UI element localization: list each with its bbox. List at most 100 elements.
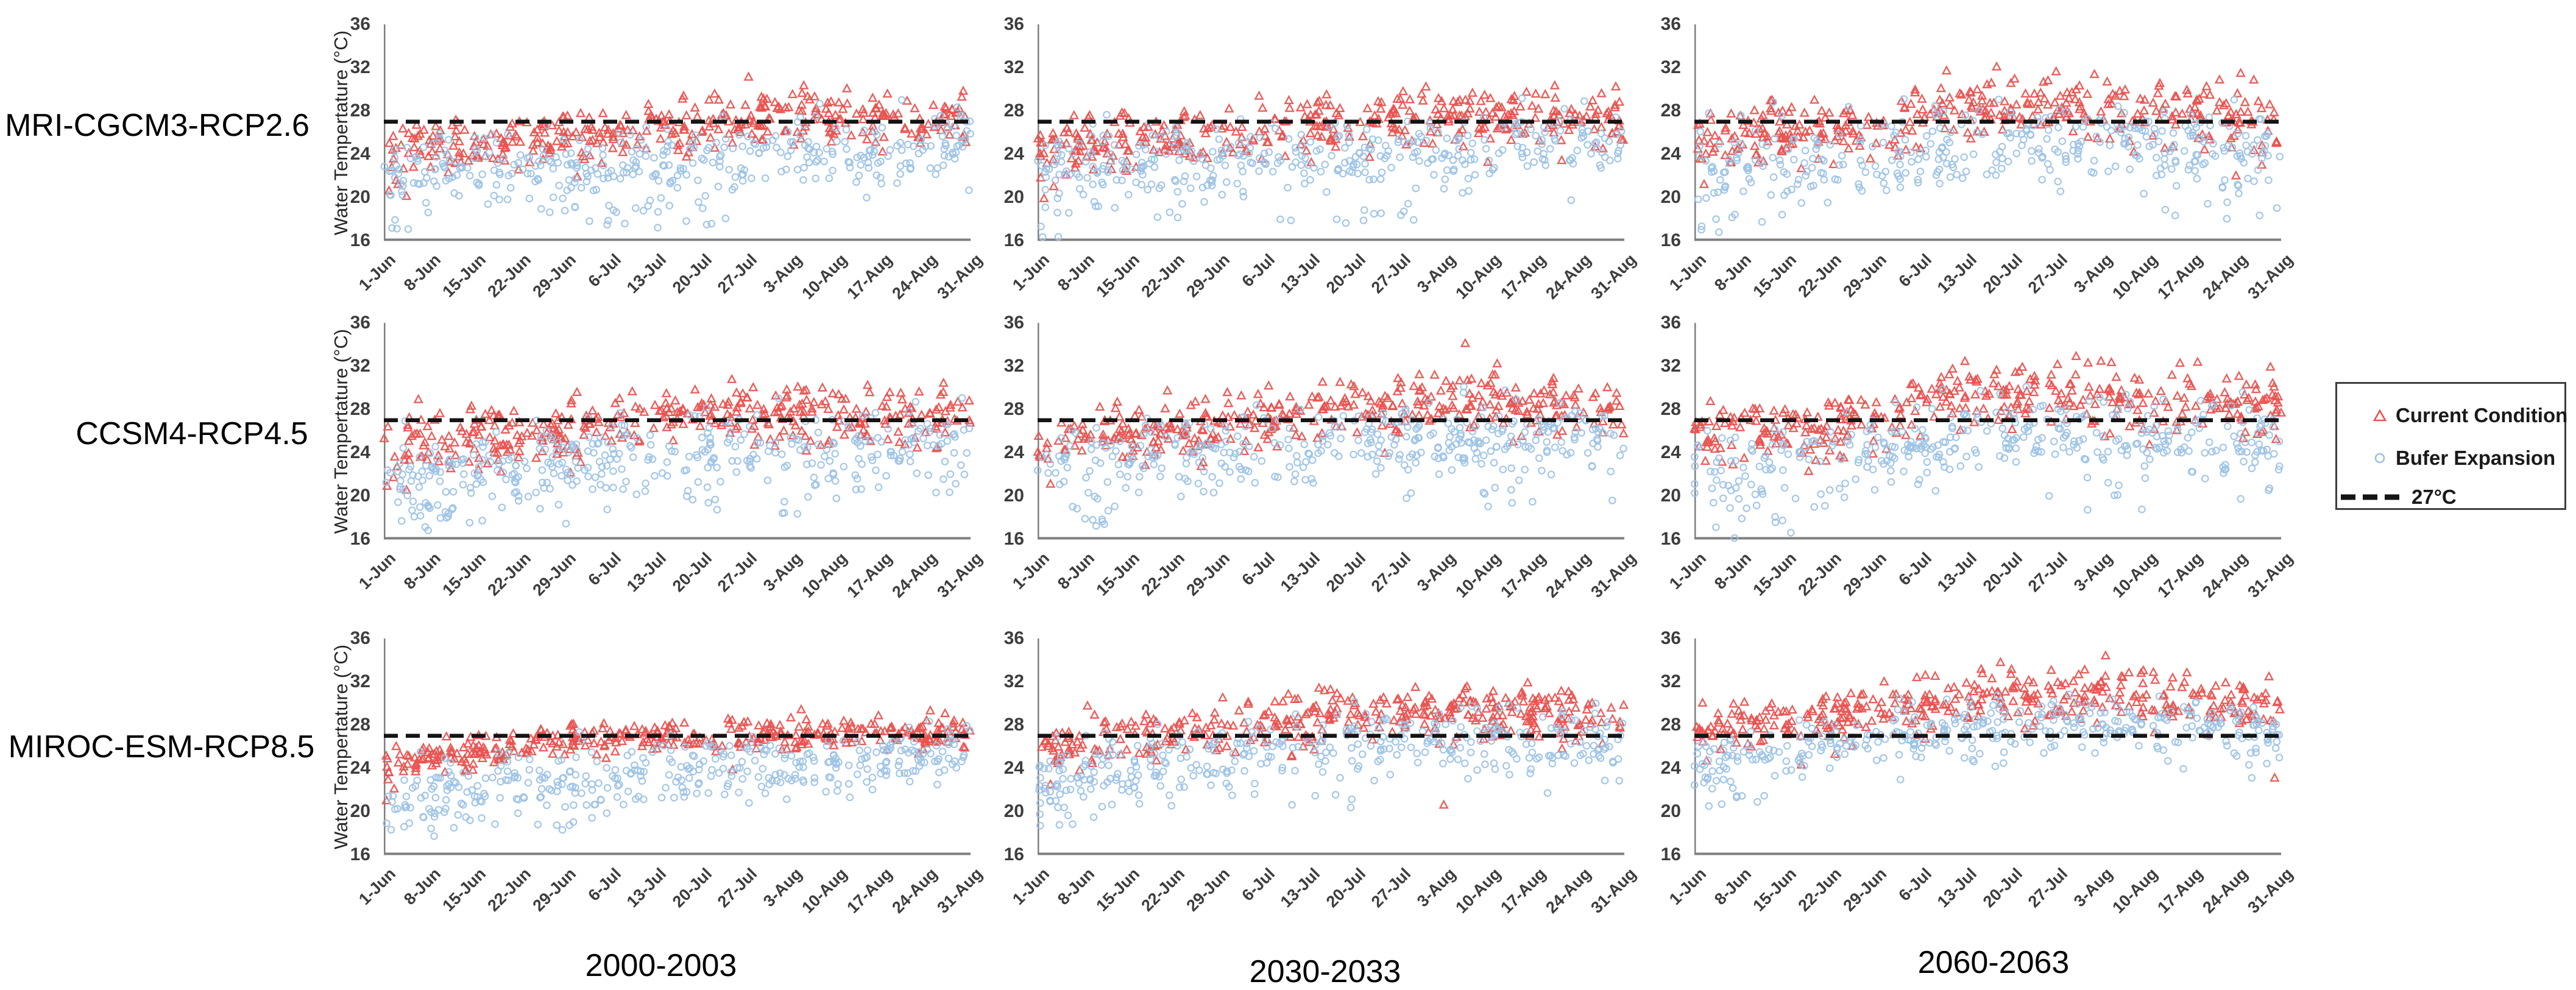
x-tick-label: 10-Aug <box>798 250 851 303</box>
x-tick-label: 17-Aug <box>843 864 896 917</box>
x-tick-label: 31-Aug <box>1587 549 1640 601</box>
x-tick-label: 13-Jul <box>1277 549 1324 596</box>
x-tick-label: 10-Aug <box>1452 549 1504 601</box>
y-tick-label: 16 <box>1003 529 1024 549</box>
y-tick-label: 20 <box>1003 486 1024 506</box>
x-tick-label: 22-Jun <box>1794 250 1845 301</box>
x-tick-label: 31-Aug <box>2244 864 2297 917</box>
x-tick-label: 13-Jul <box>1934 250 1981 297</box>
x-tick-label: 15-Jun <box>1092 549 1144 599</box>
series-current-condition <box>1033 338 1629 488</box>
x-tick-label: 10-Aug <box>1452 250 1504 303</box>
y-tick-label: 16 <box>1003 230 1024 250</box>
x-tick-label: 20-Jul <box>668 864 715 911</box>
x-tick-label: 15-Jun <box>439 864 490 915</box>
x-tick-label: 6-Jul <box>1238 864 1279 905</box>
y-tick-label: 24 <box>1660 144 1681 164</box>
y-tick-label: 20 <box>1660 187 1681 207</box>
y-tick-label: 16 <box>350 230 370 250</box>
x-tick-label: 27-Jul <box>1367 250 1414 297</box>
x-tick-label: 27-Jul <box>713 549 760 596</box>
col-label-2000-2003: 2000-2003 <box>585 948 737 983</box>
y-tick-label: 36 <box>350 628 370 648</box>
x-tick-label: 31-Aug <box>2244 250 2297 303</box>
series-bufer-expansion <box>1694 95 2284 236</box>
y-tick-label: 24 <box>1660 758 1681 778</box>
x-tick-label: 17-Aug <box>1497 864 1550 917</box>
x-tick-label: 31-Aug <box>1587 250 1640 303</box>
x-tick-label: 17-Aug <box>2154 864 2207 917</box>
x-tick-label: 8-Jun <box>1711 864 1755 909</box>
series-current-condition <box>1036 677 1629 809</box>
x-tick-label: 13-Jul <box>623 864 670 911</box>
x-tick-label: 1-Jun <box>1666 864 1710 909</box>
x-tick-label: 17-Aug <box>843 549 896 601</box>
x-tick-label: 6-Jul <box>584 250 625 291</box>
y-tick-label: 36 <box>1003 313 1024 333</box>
y-tick-label: 28 <box>1003 399 1024 419</box>
x-tick-label: 20-Jul <box>668 250 715 297</box>
axes-lines <box>1038 638 1624 855</box>
y-tick-label: 32 <box>1003 57 1024 77</box>
x-tick-label: 6-Jul <box>1238 250 1279 291</box>
x-tick-label: 22-Jun <box>1138 549 1189 599</box>
series-bufer-expansion <box>1034 94 1626 241</box>
x-tick-label: 15-Jun <box>1749 549 1800 599</box>
y-tick-label: 20 <box>1003 187 1024 207</box>
panel-ccsm4-rcp4-5-2000-2003 <box>379 323 975 540</box>
y-tick-label: 20 <box>350 486 370 506</box>
x-tick-label: 20-Jul <box>668 549 715 596</box>
y-tick-label: 28 <box>1660 101 1681 121</box>
x-tick-label: 15-Jun <box>1092 864 1144 915</box>
x-tick-label: 20-Jul <box>1979 250 2026 297</box>
x-tick-label: 10-Aug <box>798 549 851 601</box>
x-tick-label: 17-Aug <box>2154 549 2207 601</box>
axes-lines <box>1694 638 2281 855</box>
y-tick-label: 24 <box>1003 442 1024 462</box>
x-tick-label: 6-Jul <box>584 549 625 589</box>
x-tick-label: 13-Jul <box>623 250 670 297</box>
series-current-condition <box>1689 350 2287 475</box>
y-tick-label: 20 <box>350 801 370 821</box>
x-tick-label: 8-Jun <box>1054 864 1099 909</box>
y-tick-label: 32 <box>350 57 370 77</box>
axes-lines <box>384 24 971 241</box>
y-tick-label: 32 <box>350 356 370 376</box>
x-tick-label: 15-Jun <box>1092 250 1144 301</box>
y-tick-label: 20 <box>1660 486 1681 506</box>
legend-label-27c: 27°C <box>2411 486 2457 508</box>
axes-lines <box>384 638 971 855</box>
y-tick-label: 32 <box>1660 57 1681 77</box>
x-tick-label: 8-Jun <box>400 250 445 295</box>
x-tick-label: 20-Jul <box>1979 864 2026 911</box>
x-tick-label: 22-Jun <box>1138 864 1189 915</box>
series-current-condition <box>1691 650 2285 782</box>
axes-lines <box>1038 323 1624 540</box>
y-tick-label: 20 <box>350 187 370 207</box>
x-tick-label: 20-Jul <box>1322 549 1369 596</box>
y-tick-label: 32 <box>1660 356 1681 376</box>
x-tick-label: 27-Jul <box>1367 864 1414 911</box>
x-tick-label: 13-Jul <box>1934 864 1981 911</box>
y-tick-label: 36 <box>1003 14 1024 34</box>
series-bufer-expansion <box>1033 383 1627 530</box>
x-tick-label: 22-Jun <box>1794 549 1845 599</box>
legend-box: Current Condition Bufer Expansion 27°C <box>2335 382 2567 513</box>
x-tick-label: 29-Jun <box>529 549 580 599</box>
legend-item-27c: 27°C <box>2340 481 2457 513</box>
x-tick-label: 29-Jun <box>1839 549 1891 599</box>
x-tick-label: 24-Aug <box>1542 864 1595 917</box>
x-tick-label: 10-Aug <box>2109 250 2161 303</box>
y-tick-label: 24 <box>1003 144 1024 164</box>
panel-miroc-esm-rcp8-5-2000-2003 <box>381 638 975 855</box>
y-tick-label: 24 <box>1660 442 1681 462</box>
legend-item-buffer-expansion: Bufer Expansion <box>2373 442 2555 474</box>
y-tick-label: 36 <box>350 313 370 333</box>
x-tick-label: 24-Aug <box>888 864 941 917</box>
x-tick-label: 1-Jun <box>355 864 400 909</box>
series-current-condition <box>381 704 975 805</box>
x-tick-label: 17-Aug <box>2154 250 2207 303</box>
x-tick-label: 10-Aug <box>1452 864 1504 917</box>
panel-miroc-esm-rcp8-5-2030-2033 <box>1035 638 1629 855</box>
panel-mri-cgcm3-rcp2-6-2000-2003 <box>380 24 974 241</box>
